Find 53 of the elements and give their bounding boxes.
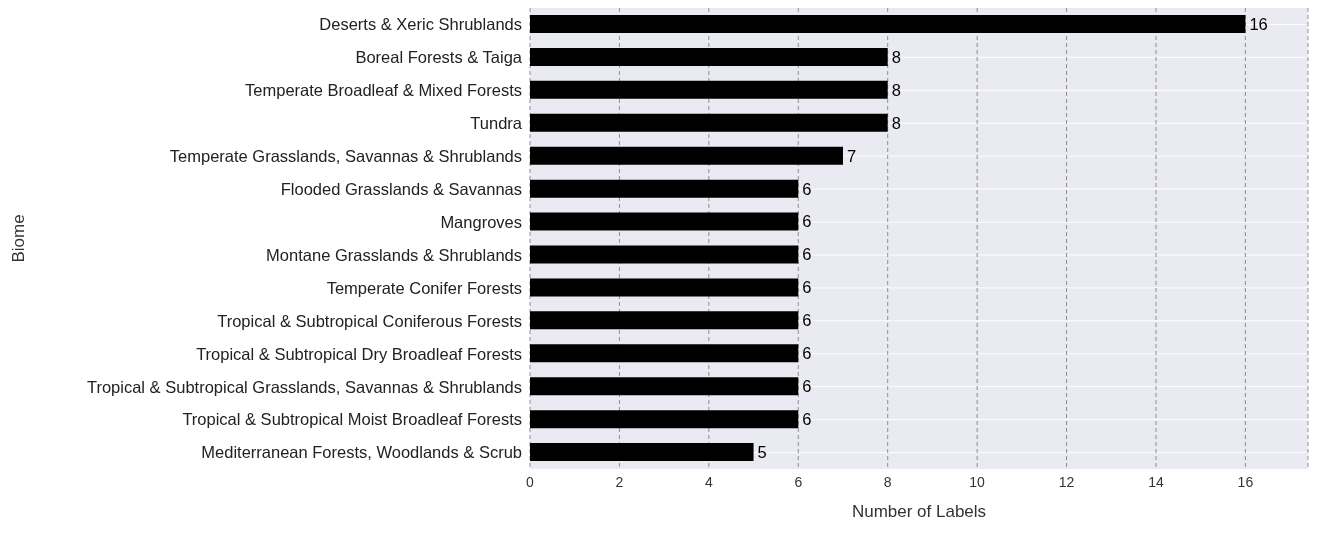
y-tick-label: Tropical & Subtropical Moist Broadleaf Forests [182,410,522,429]
bar [530,377,799,396]
x-tick-label: 6 [794,473,803,490]
x-tick-label: 0 [526,473,535,490]
data-label: 8 [891,80,901,99]
data-label: 6 [802,377,812,396]
data-label: 6 [802,410,812,428]
data-label: 8 [891,113,901,132]
bar [530,410,799,429]
bar [530,344,799,363]
data-label: 8 [891,47,901,66]
bar [530,278,799,297]
data-label: 7 [846,146,857,165]
x-tick-label: 14 [1148,473,1164,490]
bar [530,179,799,198]
data-label: 6 [802,212,812,231]
y-tick-label: Tropical & Subtropical Grasslands, Savannas & Shrublands [86,377,522,396]
y-tick-label: Flooded Grasslands & Savannas [280,179,522,198]
x-axis-title: Number of Labels [851,502,987,521]
y-tick-label: Tropical & Subtropical Coniferous Forests [217,311,522,330]
x-tick-label: 16 [1237,473,1254,490]
data-label: 16 [1249,14,1268,33]
bar [530,15,1246,33]
data-label: 5 [757,442,767,461]
bar [530,245,799,264]
x-tick-label: 2 [615,473,624,490]
x-tick-label: 8 [883,473,892,490]
y-tick-label: Tundra [470,114,523,133]
x-tick-label: 12 [1058,473,1075,490]
x-tick-label: 10 [969,473,986,490]
x-tick-label: 4 [704,473,713,490]
bar [530,113,888,132]
bar [530,212,799,231]
data-label: 6 [802,311,812,330]
y-tick-label: Boreal Forests & Taiga [355,48,523,67]
bar [530,146,843,165]
data-label: 6 [802,245,812,264]
bar [530,311,799,330]
bar [530,47,888,66]
y-tick-label: Tropical & Subtropical Dry Broadleaf Forests [196,344,522,363]
y-tick-label: Mediterranean Forests, Woodlands & Scrub [201,443,522,462]
y-tick-label: Montane Grasslands & Shrublands [266,245,522,264]
data-label: 6 [802,344,812,363]
y-tick-label: Temperate Conifer Forests [326,278,522,297]
y-tick-label: Temperate Broadleaf & Mixed Forests [245,81,522,100]
y-tick-label: Deserts & Xeric Shrublands [319,15,522,34]
y-tick-label: Temperate Grasslands, Savannas & Shrublands [169,147,522,166]
data-label: 6 [802,179,812,198]
data-label: 6 [802,278,812,297]
y-axis-title: Biome [9,214,29,263]
bar [530,443,754,462]
y-tick-label: Mangroves [440,212,522,231]
bar [530,80,888,99]
